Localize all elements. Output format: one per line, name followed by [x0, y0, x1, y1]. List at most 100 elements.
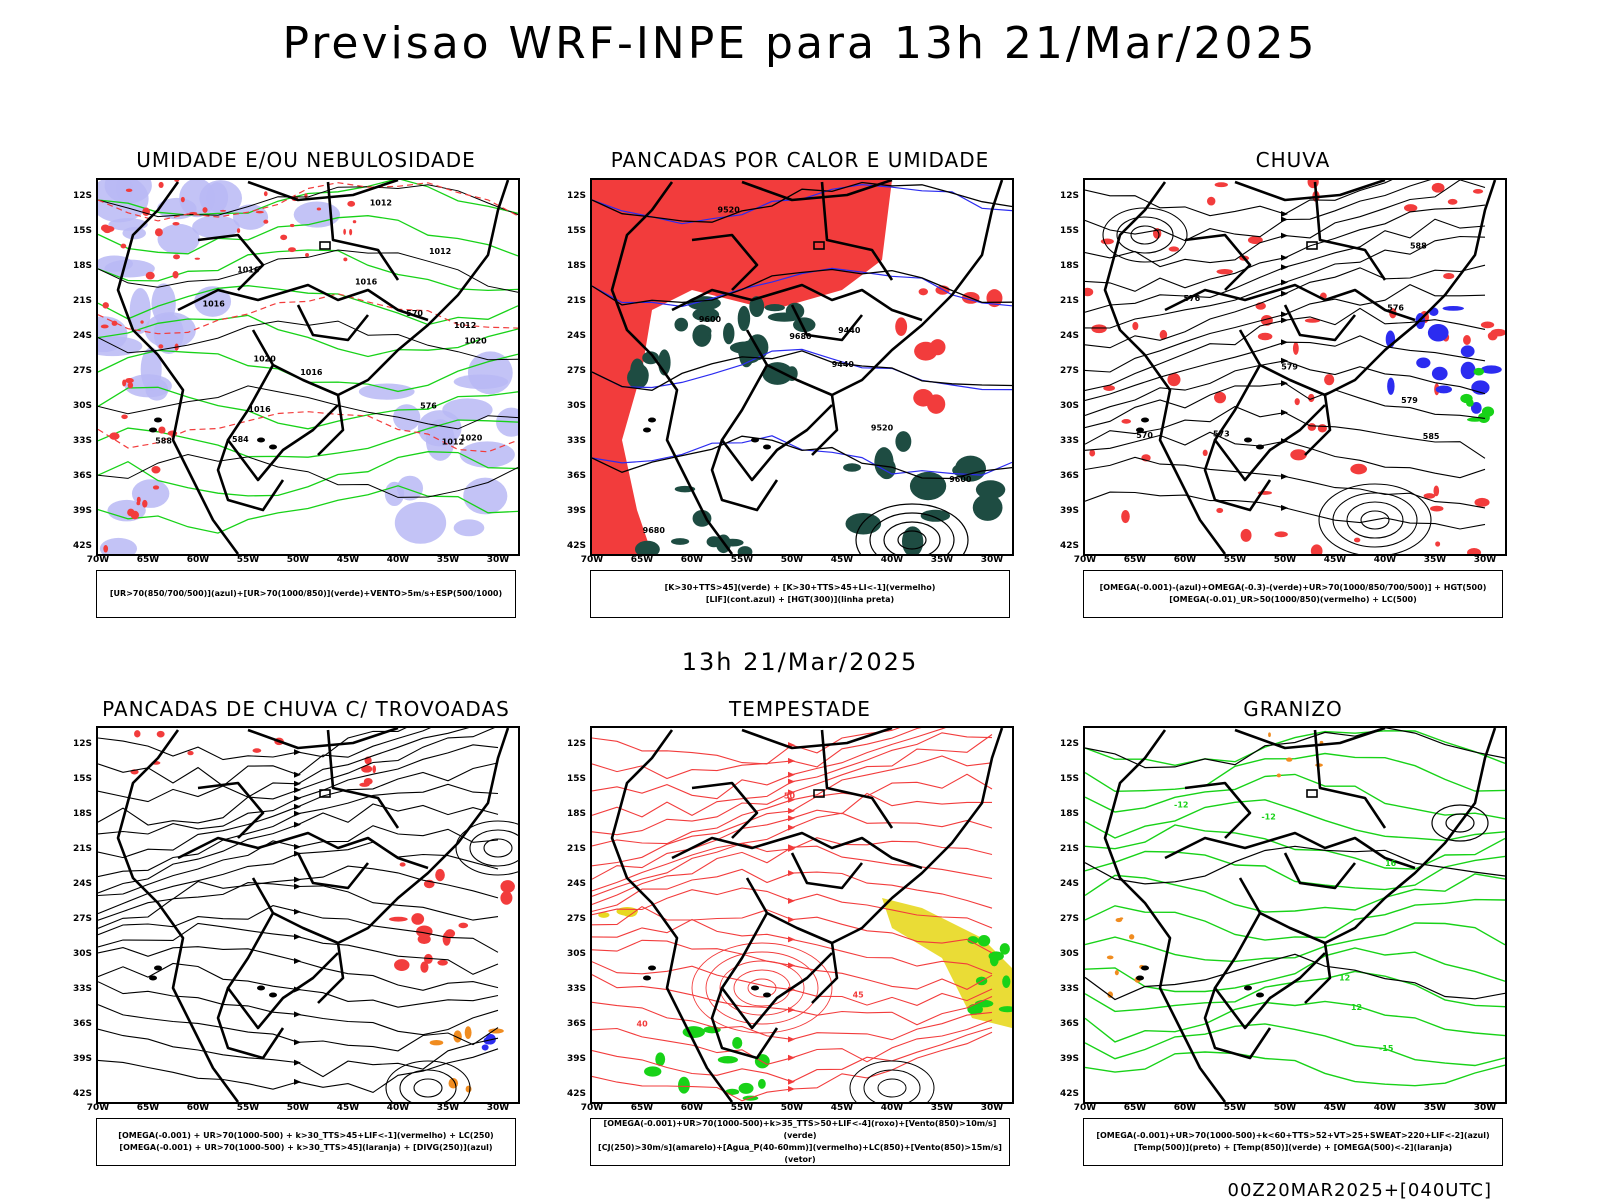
longitude-label: 40W — [1373, 555, 1397, 565]
longitude-label: 40W — [386, 1103, 410, 1113]
shaded-area — [173, 254, 180, 260]
country-border — [1203, 439, 1272, 512]
closed-contour — [1116, 216, 1174, 254]
longitude-label: 55W — [1223, 555, 1247, 565]
lake-shape — [648, 417, 656, 423]
contour-line — [1085, 922, 1505, 963]
contour-line — [1085, 730, 1505, 767]
longitude-label: 35W — [1423, 1103, 1447, 1113]
longitude-label: 30W — [1473, 555, 1497, 565]
shaded-area — [1240, 528, 1252, 542]
shaded-area — [1442, 305, 1464, 311]
latitude-label: 24S — [72, 879, 92, 889]
latitude-label: 18S — [72, 261, 92, 271]
shaded-area — [465, 1085, 472, 1093]
latitude-label: 21S — [566, 296, 586, 306]
shaded-area — [263, 219, 269, 224]
country-border — [1213, 364, 1326, 482]
longitude-label: 60W — [186, 1103, 210, 1113]
shaded-area — [453, 1030, 462, 1043]
shaded-area — [1472, 189, 1484, 194]
legend-line: [OMEGA(-0.001) + UR>70(1000-500) + k>30_… — [119, 1143, 493, 1152]
legend-umidade: [UR>70(850/700/500)](azul)+[UR>70(1000/8… — [96, 570, 516, 618]
latitude-label: 15S — [1059, 774, 1079, 784]
contour-line — [98, 180, 518, 216]
legend-granizo: [OMEGA(-0.001)+UR>70(1000-500)+k<60+TTS>… — [1083, 1118, 1503, 1166]
contour-line — [98, 249, 518, 293]
latitude-label: 12S — [566, 191, 586, 201]
shaded-area — [500, 880, 515, 893]
flow-arrow — [294, 1059, 301, 1066]
shaded-area — [877, 457, 896, 480]
streamline — [1085, 456, 1486, 509]
contour-value-label: 570 — [406, 309, 423, 318]
latitude-label: 24S — [566, 879, 586, 889]
shaded-area — [737, 546, 753, 554]
legend-line: [K>30+TTS>45](verde) + [K>30+TTS>45+LI<-… — [664, 583, 936, 592]
shaded-area — [145, 271, 155, 280]
contour-line — [1085, 773, 1505, 820]
contour-value-label: 1016 — [237, 266, 260, 275]
contour-line — [1085, 947, 1505, 993]
flow-arrow — [294, 780, 301, 787]
country-border — [1234, 728, 1386, 750]
shaded-area — [158, 426, 166, 434]
shaded-area — [1132, 321, 1139, 331]
shaded-area — [453, 374, 509, 390]
shaded-area — [1467, 417, 1483, 422]
legend-line: [OMEGA(-0.001)+UR>70(1000-500)+k>35_TTS>… — [603, 1119, 997, 1140]
shaded-area — [352, 220, 357, 224]
longitude-label: 55W — [730, 555, 754, 565]
shaded-area — [928, 348, 936, 356]
shaded-area — [909, 471, 947, 501]
country-border — [247, 728, 399, 750]
longitude-label: 30W — [980, 555, 1004, 565]
latitude-label: 36S — [1059, 471, 1079, 481]
contour-line — [592, 181, 1012, 223]
shaded-area — [627, 366, 649, 389]
legend-line: [OMEGA(-0.001)+UR>70(1000-500)+k<60+TTS>… — [1096, 1131, 1490, 1140]
closed-contour — [385, 1060, 471, 1102]
flow-arrow — [1281, 504, 1288, 511]
longitude-label: 35W — [436, 1103, 460, 1113]
shaded-area — [1307, 423, 1317, 431]
flow-arrow — [294, 749, 301, 756]
shaded-area — [429, 1039, 444, 1046]
lake-shape — [257, 985, 265, 991]
closed-contour — [897, 530, 927, 550]
country-border — [790, 852, 864, 890]
run-footer: 00Z20MAR2025+[040UTC] — [1227, 1180, 1492, 1201]
shaded-area — [142, 499, 148, 508]
contour-line — [1085, 873, 1505, 913]
contour-value-label: 576 — [420, 401, 437, 410]
map-graphic: -12 -15 16 12 -12 12 — [1085, 728, 1505, 1102]
country-border — [251, 728, 510, 945]
shaded-area — [1431, 366, 1448, 381]
shaded-area — [280, 234, 288, 241]
longitude-label: 45W — [830, 555, 854, 565]
contour-line — [98, 249, 518, 292]
country-border — [610, 181, 734, 554]
lake-shape — [1141, 417, 1149, 423]
shaded-area — [144, 312, 196, 349]
flow-arrow — [294, 803, 301, 810]
shaded-area — [1416, 357, 1431, 369]
longitude-label: 65W — [1123, 555, 1147, 565]
streamline — [98, 882, 499, 929]
shaded-area — [453, 519, 485, 537]
federal-district-box — [813, 789, 825, 798]
contour-line — [1085, 728, 1505, 769]
longitude-label: 70W — [1073, 555, 1097, 565]
flow-arrow — [788, 789, 795, 796]
closed-contour — [455, 820, 518, 876]
shaded-area — [134, 730, 141, 738]
contour-line — [98, 215, 518, 257]
latitude-label: 18S — [1059, 809, 1079, 819]
flow-arrow — [788, 916, 795, 923]
shaded-area — [384, 481, 405, 507]
country-border — [1283, 304, 1357, 342]
legend-line: [LIF](cont.azul) + [HGT(300)](linha pret… — [705, 595, 895, 604]
shaded-area — [1114, 970, 1119, 976]
shaded-area — [764, 304, 785, 312]
panel-title-chuva: CHUVA — [1255, 148, 1331, 172]
